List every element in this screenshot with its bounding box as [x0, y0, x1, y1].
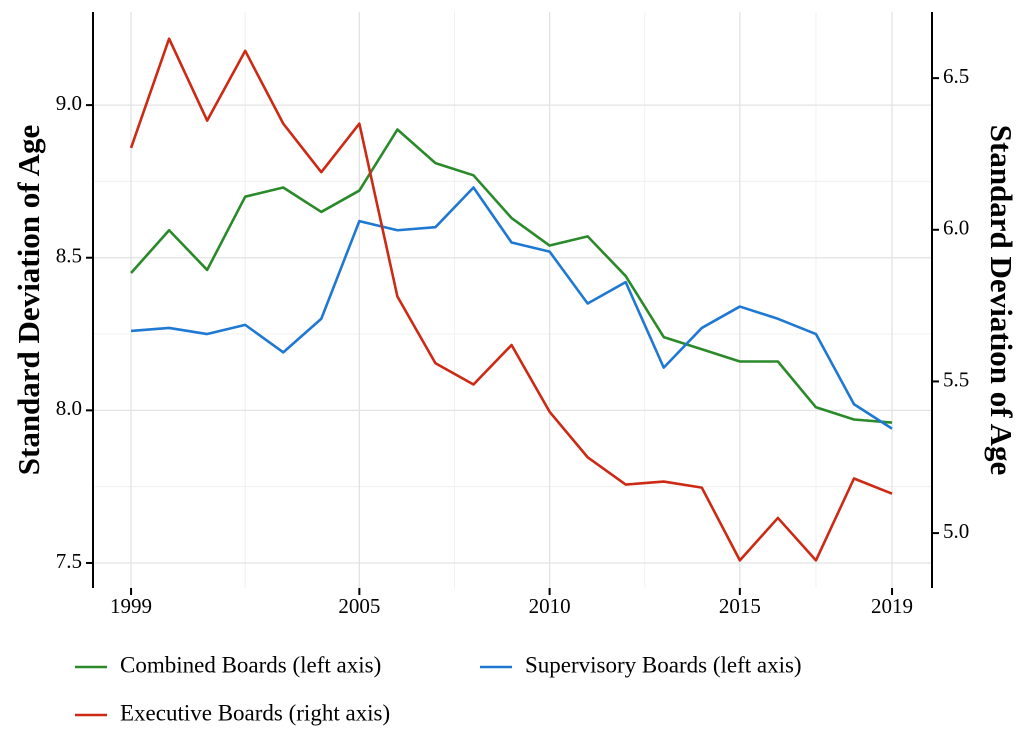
y-axis-title: Standard Deviation of Age: [11, 125, 46, 476]
legend-label: Executive Boards (right axis): [120, 700, 390, 725]
y-tick-label: 9.0: [56, 91, 82, 115]
y2-tick-label: 6.0: [943, 216, 969, 240]
legend-label: Combined Boards (left axis): [120, 652, 381, 677]
x-tick-label: 2010: [529, 594, 571, 618]
y2-tick-label: 5.5: [943, 367, 969, 391]
y-tick-label: 8.0: [56, 396, 82, 420]
y2-axis-title: Standard Deviation of Age: [984, 125, 1019, 476]
legend-label: Supervisory Boards (left axis): [525, 652, 802, 677]
x-tick-label: 2019: [871, 594, 913, 618]
x-tick-label: 2005: [338, 594, 380, 618]
y2-tick-label: 6.5: [943, 64, 969, 88]
y-tick-label: 8.5: [56, 244, 82, 268]
y-tick-label: 7.5: [56, 549, 82, 573]
data-line: [130, 128, 893, 424]
data-line: [130, 186, 893, 430]
y2-tick-label: 5.0: [943, 519, 969, 543]
x-tick-label: 2015: [719, 594, 761, 618]
x-tick-label: 1999: [110, 594, 152, 618]
data-line: [129, 37, 893, 562]
